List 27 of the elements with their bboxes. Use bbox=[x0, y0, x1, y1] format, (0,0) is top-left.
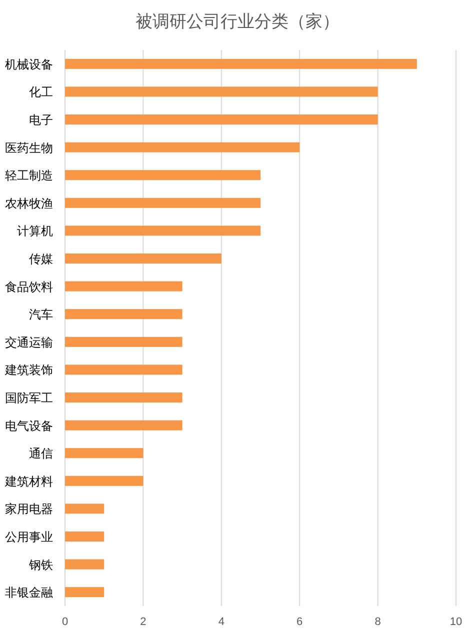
y-tick-label: 电气设备 bbox=[5, 418, 53, 433]
title: 被调研公司行业分类（家） bbox=[136, 12, 340, 31]
x-tick-label: 6 bbox=[296, 616, 303, 628]
x-tick-label: 10 bbox=[450, 616, 462, 628]
y-tick-label: 食品饮料 bbox=[5, 280, 53, 294]
y-tick-label: 计算机 bbox=[17, 224, 53, 238]
y-tick-label: 电子 bbox=[29, 113, 53, 127]
y-tick-label: 化工 bbox=[29, 85, 53, 100]
y-tick-label: 建筑材料 bbox=[4, 474, 53, 488]
y-tick-label: 通信 bbox=[29, 446, 53, 461]
y-tick-label: 医药生物 bbox=[5, 140, 53, 155]
y-tick-label: 建筑装饰 bbox=[4, 363, 53, 378]
x-tick-label: 2 bbox=[140, 616, 146, 628]
y-tick-label: 钢铁 bbox=[28, 558, 53, 572]
y-tick-label: 农林牧渔 bbox=[5, 196, 53, 210]
y-tick-label: 非银金融 bbox=[5, 586, 53, 600]
y-tick-label: 公用事业 bbox=[5, 530, 53, 544]
y-tick-label: 国防军工 bbox=[5, 391, 53, 405]
y-tick-label: 交通运输 bbox=[5, 335, 53, 350]
x-tick-label: 0 bbox=[62, 616, 68, 628]
y-tick-label: 轻工制造 bbox=[5, 168, 53, 183]
y-tick-label: 家用电器 bbox=[5, 502, 53, 516]
y-tick-label: 传媒 bbox=[29, 252, 53, 266]
y-tick-label: 汽车 bbox=[29, 308, 53, 322]
x-tick-label: 8 bbox=[374, 616, 381, 628]
y-tick-label: 机械设备 bbox=[5, 57, 53, 72]
x-tick-label: 4 bbox=[218, 616, 224, 628]
